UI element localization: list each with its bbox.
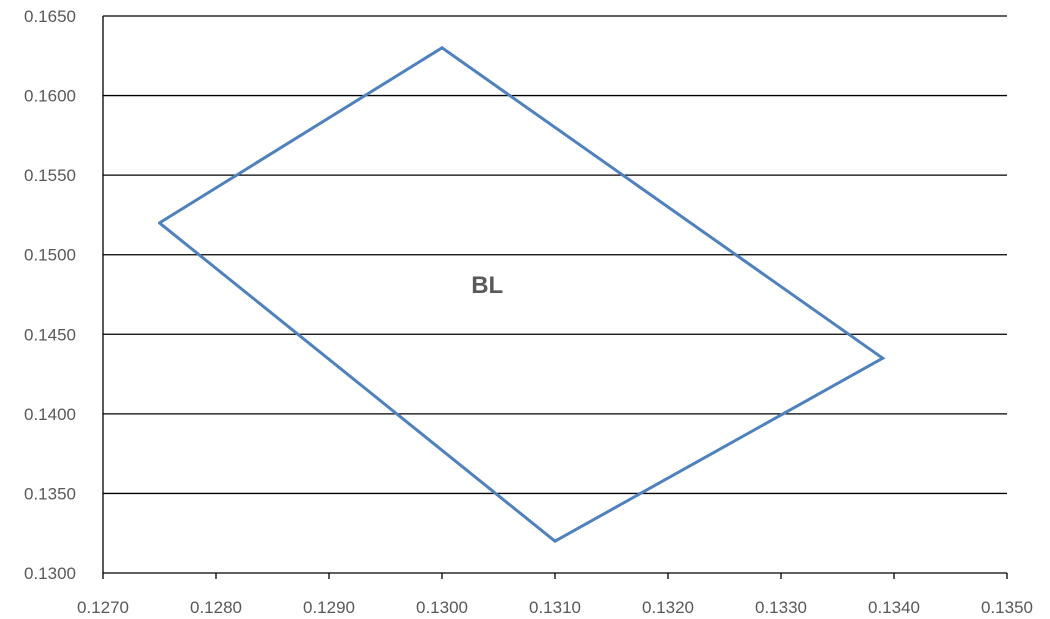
data-point xyxy=(553,539,557,543)
y-tick-label: 0.1400 xyxy=(24,405,76,424)
x-tick-label: 0.1300 xyxy=(416,598,468,617)
x-tick-label: 0.1350 xyxy=(981,598,1033,617)
y-tick-label: 0.1550 xyxy=(24,166,76,185)
x-tick-labels: 0.1270 0.1280 0.1290 0.1300 0.1310 0.1320 0.13… xyxy=(77,598,1033,617)
x-tick-label: 0.1280 xyxy=(190,598,242,617)
y-tick-labels: 0.1300 0.1350 0.1400 0.1450 0.1500 0.1550 0.16… xyxy=(24,7,76,583)
x-tick-label: 0.1320 xyxy=(642,598,694,617)
gridlines xyxy=(103,15,1007,495)
y-tick-label: 0.1500 xyxy=(24,246,76,265)
x-tick-label: 0.1270 xyxy=(77,598,129,617)
data-point xyxy=(440,46,444,50)
y-tick-label: 0.1300 xyxy=(24,564,76,583)
x-tick-label: 0.1310 xyxy=(529,598,581,617)
x-tick-label: 0.1290 xyxy=(303,598,355,617)
y-tick-label: 0.1650 xyxy=(24,7,76,26)
axes xyxy=(102,16,1008,579)
y-tick-label: 0.1450 xyxy=(24,325,76,344)
annotations: BL xyxy=(471,272,503,299)
series-group xyxy=(158,46,886,544)
series-line xyxy=(158,46,886,544)
x-tick-label: 0.1340 xyxy=(868,598,920,617)
data-point xyxy=(881,356,885,360)
data-point xyxy=(158,221,161,225)
x-tick-label: 0.1330 xyxy=(755,598,807,617)
y-tick-label: 0.1600 xyxy=(24,87,76,106)
annotation-label: BL xyxy=(471,272,503,299)
y-tick-label: 0.1350 xyxy=(24,484,76,503)
